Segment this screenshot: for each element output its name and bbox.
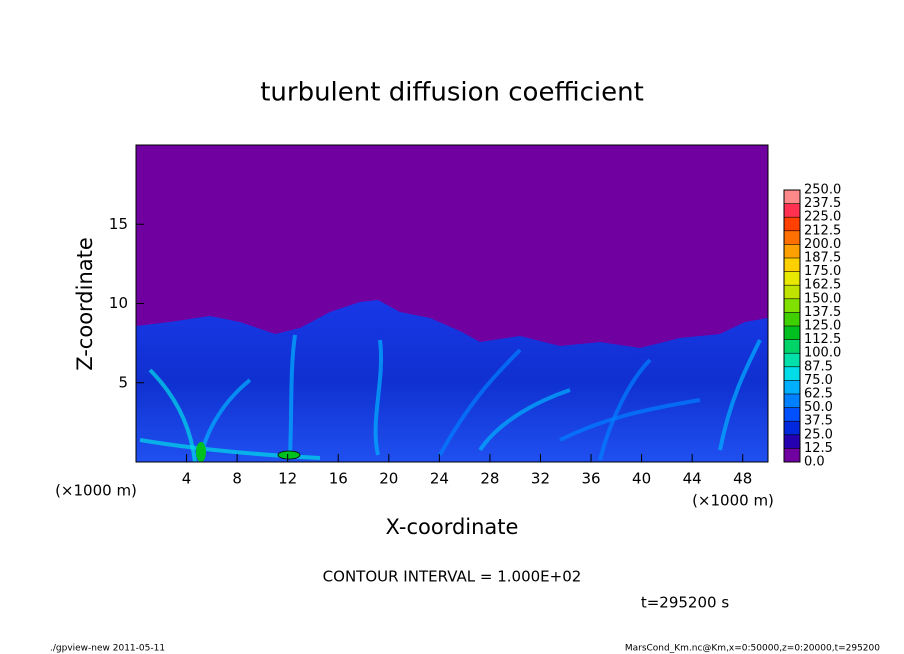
colorbar-label: 237.5 [804, 196, 841, 211]
field-streak [373, 339, 384, 456]
x-tick-label: 12 [278, 470, 297, 488]
field-streak [598, 358, 652, 461]
colorbar-segment [784, 244, 800, 258]
colorbar-segment [784, 258, 800, 272]
x-tick-label: 36 [581, 470, 600, 488]
colorbar-label: 162.5 [804, 278, 841, 293]
colorbar-segment [784, 217, 800, 231]
colorbar-label: 100.0 [804, 346, 841, 361]
field-hotspot [277, 450, 301, 460]
field-streak [478, 388, 571, 452]
colorbar-segment [784, 421, 800, 435]
x-tick-label: 20 [379, 470, 398, 488]
colorbar-segment [784, 353, 800, 367]
colorbar-segment [784, 366, 800, 381]
x-tick-label: 40 [632, 470, 651, 488]
chart-title: turbulent diffusion coefficient [260, 78, 644, 108]
colorbar-label: 200.0 [804, 237, 841, 252]
field-streak [718, 339, 762, 451]
time-label: t=295200 s [641, 594, 729, 612]
colorbar-label: 37.5 [804, 414, 833, 429]
colorbar-segment [784, 339, 800, 354]
x-tick-label: 44 [683, 470, 702, 488]
colorbar-label: 225.0 [804, 210, 841, 225]
colorbar-segment [784, 230, 800, 245]
x-axis-label: X-coordinate [386, 515, 519, 539]
x-tick-label: 4 [182, 470, 192, 488]
colorbar-label: 112.5 [804, 332, 841, 347]
contour-field [136, 145, 768, 463]
colorbar-segment [784, 394, 800, 408]
x-tick-label: 28 [480, 470, 499, 488]
y-tick-label: 15 [109, 215, 128, 233]
colorbar-segment [784, 190, 800, 204]
colorbar-segment [784, 448, 800, 462]
colorbar-label: 50.0 [804, 400, 833, 415]
colorbar-label: 250.0 [804, 183, 841, 198]
x-unit-label: (×1000 m) [55, 482, 137, 500]
colorbar-segment [784, 285, 800, 299]
colorbar-label: 137.5 [804, 305, 841, 320]
colorbar-label: 62.5 [804, 387, 833, 402]
x-unit-label: (×1000 m) [692, 492, 774, 510]
contour-interval: CONTOUR INTERVAL = 1.000E+02 [323, 568, 582, 586]
colorbar-segment [784, 298, 800, 313]
colorbar-label: 0.0 [804, 455, 825, 470]
colorbar-segment [784, 407, 800, 422]
colorbar-label: 12.5 [804, 441, 833, 456]
colorbar-segment [784, 312, 800, 326]
field-streak [288, 334, 297, 456]
field-streak [559, 398, 701, 442]
x-tick-label: 16 [329, 470, 348, 488]
colorbar-label: 175.0 [804, 264, 841, 279]
field-streak [438, 348, 522, 456]
colorbar-segment [784, 271, 800, 286]
y-tick-label: 5 [118, 373, 128, 391]
x-tick-label: 8 [232, 470, 242, 488]
footer-right: MarsCond_Km.nc@Km,x=0:50000,z=0:20000,t=… [625, 644, 880, 654]
colorbar-label: 87.5 [804, 359, 833, 374]
y-tick-label: 10 [109, 294, 128, 312]
y-axis-label: Z-coordinate [73, 237, 97, 371]
colorbar-segment [784, 380, 800, 394]
colorbar-label: 125.0 [804, 319, 841, 334]
colorbar-segment [784, 203, 800, 218]
x-tick-label: 32 [531, 470, 550, 488]
colorbar-label: 150.0 [804, 291, 841, 306]
colorbar-segment [784, 434, 800, 449]
x-tick-label: 24 [430, 470, 449, 488]
footer-left: ./gpview-new 2011-05-11 [50, 644, 165, 654]
colorbar-label: 25.0 [804, 427, 833, 442]
x-tick-label: 48 [733, 470, 752, 488]
field-hotspot [196, 442, 206, 462]
colorbar-label: 75.0 [804, 373, 833, 388]
colorbar-label: 187.5 [804, 251, 841, 266]
colorbar-label: 212.5 [804, 223, 841, 238]
colorbar-segment [784, 326, 800, 340]
